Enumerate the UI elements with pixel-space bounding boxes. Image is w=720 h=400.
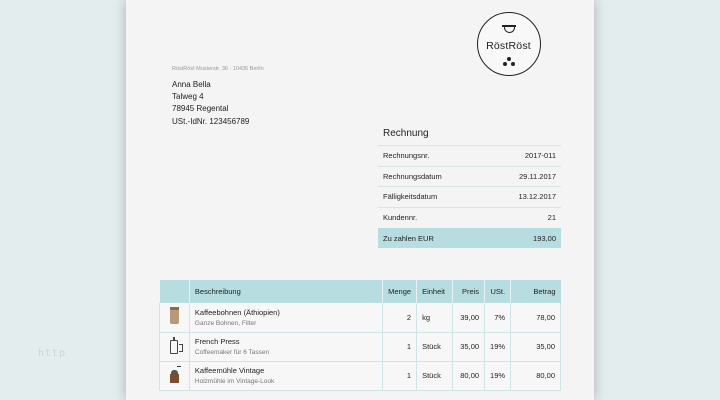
item-price: 35,00 (452, 332, 485, 362)
table-row: French Press Coffeemaker für 6 Tassen 1 … (159, 332, 561, 362)
total-value: 193,00 (533, 233, 556, 243)
table-row: Kaffeebohnen (Äthiopien) Ganze Bohnen, F… (159, 303, 561, 333)
table-row: Kaffeemühle Vintage Holzmühle im Vintage… (159, 361, 561, 391)
meta-label: Fälligkeitsdatum (383, 192, 438, 202)
item-price: 39,00 (452, 303, 485, 333)
meta-value: 13.12.2017 (518, 192, 556, 202)
item-vat: 19% (484, 361, 511, 391)
recipient-address: Anna Bella Talweg 4 78945 Regental USt.-… (172, 79, 249, 128)
meta-row-invoice-date: Rechnungsdatum 29.11.2017 (378, 165, 561, 187)
item-subtitle: Ganze Bohnen, Filter (194, 319, 257, 327)
item-amount: 35,00 (510, 332, 561, 362)
header-image (159, 280, 190, 303)
meta-value: 2017-011 (524, 151, 556, 161)
item-description: Kaffeemühle Vintage Holzmühle im Vintage… (188, 361, 383, 391)
item-unit: kg (416, 303, 453, 333)
recipient-vat: USt.-IdNr. 123456789 (172, 116, 250, 126)
table-header-row: Beschreibung Menge Einheit Preis USt. Be… (159, 280, 561, 303)
watermark-text: http (38, 348, 67, 359)
coffee-beans-icon (503, 57, 515, 67)
logo-name: RöstRöst (486, 40, 531, 52)
item-subtitle: Holzmühle im Vintage-Look (194, 378, 275, 385)
meta-row-total: Zu zahlen EUR 193,00 (378, 228, 561, 248)
item-description: Kaffeebohnen (Äthiopien) Ganze Bohnen, F… (188, 303, 383, 333)
coffee-mill-icon (167, 365, 182, 385)
item-title: Kaffeebohnen (Äthiopien) (194, 307, 280, 317)
header-description: Beschreibung (188, 280, 383, 303)
meta-row-invoice-number: Rechnungsnr. 2017-011 (378, 145, 561, 166)
item-price: 80,00 (452, 361, 485, 391)
header-unit: Einheit (416, 280, 453, 303)
coffee-cup-icon (502, 25, 516, 33)
item-amount: 78,00 (510, 303, 561, 333)
meta-row-customer-number: Kundennr. 21 (378, 206, 561, 228)
product-image (159, 332, 190, 362)
coffee-bag-icon (167, 306, 181, 326)
recipient-street: Talweg 4 (172, 92, 204, 102)
header-price: Preis (452, 280, 485, 303)
header-vat: USt. (484, 280, 511, 303)
item-quantity: 1 (382, 361, 417, 391)
invoice-title: Rechnung (383, 128, 429, 139)
item-vat: 7% (484, 303, 511, 333)
product-image (159, 303, 190, 333)
recipient-name: Anna Bella (172, 80, 211, 89)
item-title: French Press (194, 337, 240, 346)
item-unit: Stück (416, 361, 453, 391)
header-amount: Betrag (510, 280, 561, 303)
french-press-icon (167, 336, 184, 356)
item-amount: 80,00 (510, 361, 561, 391)
line-items-table: Beschreibung Menge Einheit Preis USt. Be… (159, 280, 561, 391)
meta-label: Kundennr. (383, 212, 418, 222)
right-background (594, 0, 720, 400)
company-logo: RöstRöst (477, 12, 541, 76)
product-image (159, 361, 190, 391)
sender-line: RöstRöst Musterstr. 36 · 10435 Berlin (172, 66, 264, 72)
meta-label: Rechnungsdatum (383, 171, 442, 181)
meta-value: 29.11.2017 (519, 171, 556, 181)
item-quantity: 1 (382, 332, 417, 362)
recipient-city: 78945 Regental (172, 104, 229, 114)
item-unit: Stück (416, 332, 453, 362)
item-quantity: 2 (382, 303, 417, 333)
meta-label: Rechnungsnr. (383, 151, 430, 161)
item-vat: 19% (484, 332, 511, 362)
left-background: http (0, 0, 136, 400)
item-subtitle: Coffeemaker für 6 Tassen (194, 349, 270, 356)
meta-row-due-date: Fälligkeitsdatum 13.12.2017 (378, 186, 561, 207)
item-title: Kaffeemühle Vintage (194, 366, 265, 375)
meta-value: 21 (547, 212, 556, 222)
item-description: French Press Coffeemaker für 6 Tassen (188, 332, 383, 362)
invoice-meta: Rechnungsnr. 2017-011 Rechnungsdatum 29.… (378, 145, 561, 248)
header-quantity: Menge (382, 280, 417, 303)
total-label: Zu zahlen EUR (383, 233, 434, 243)
